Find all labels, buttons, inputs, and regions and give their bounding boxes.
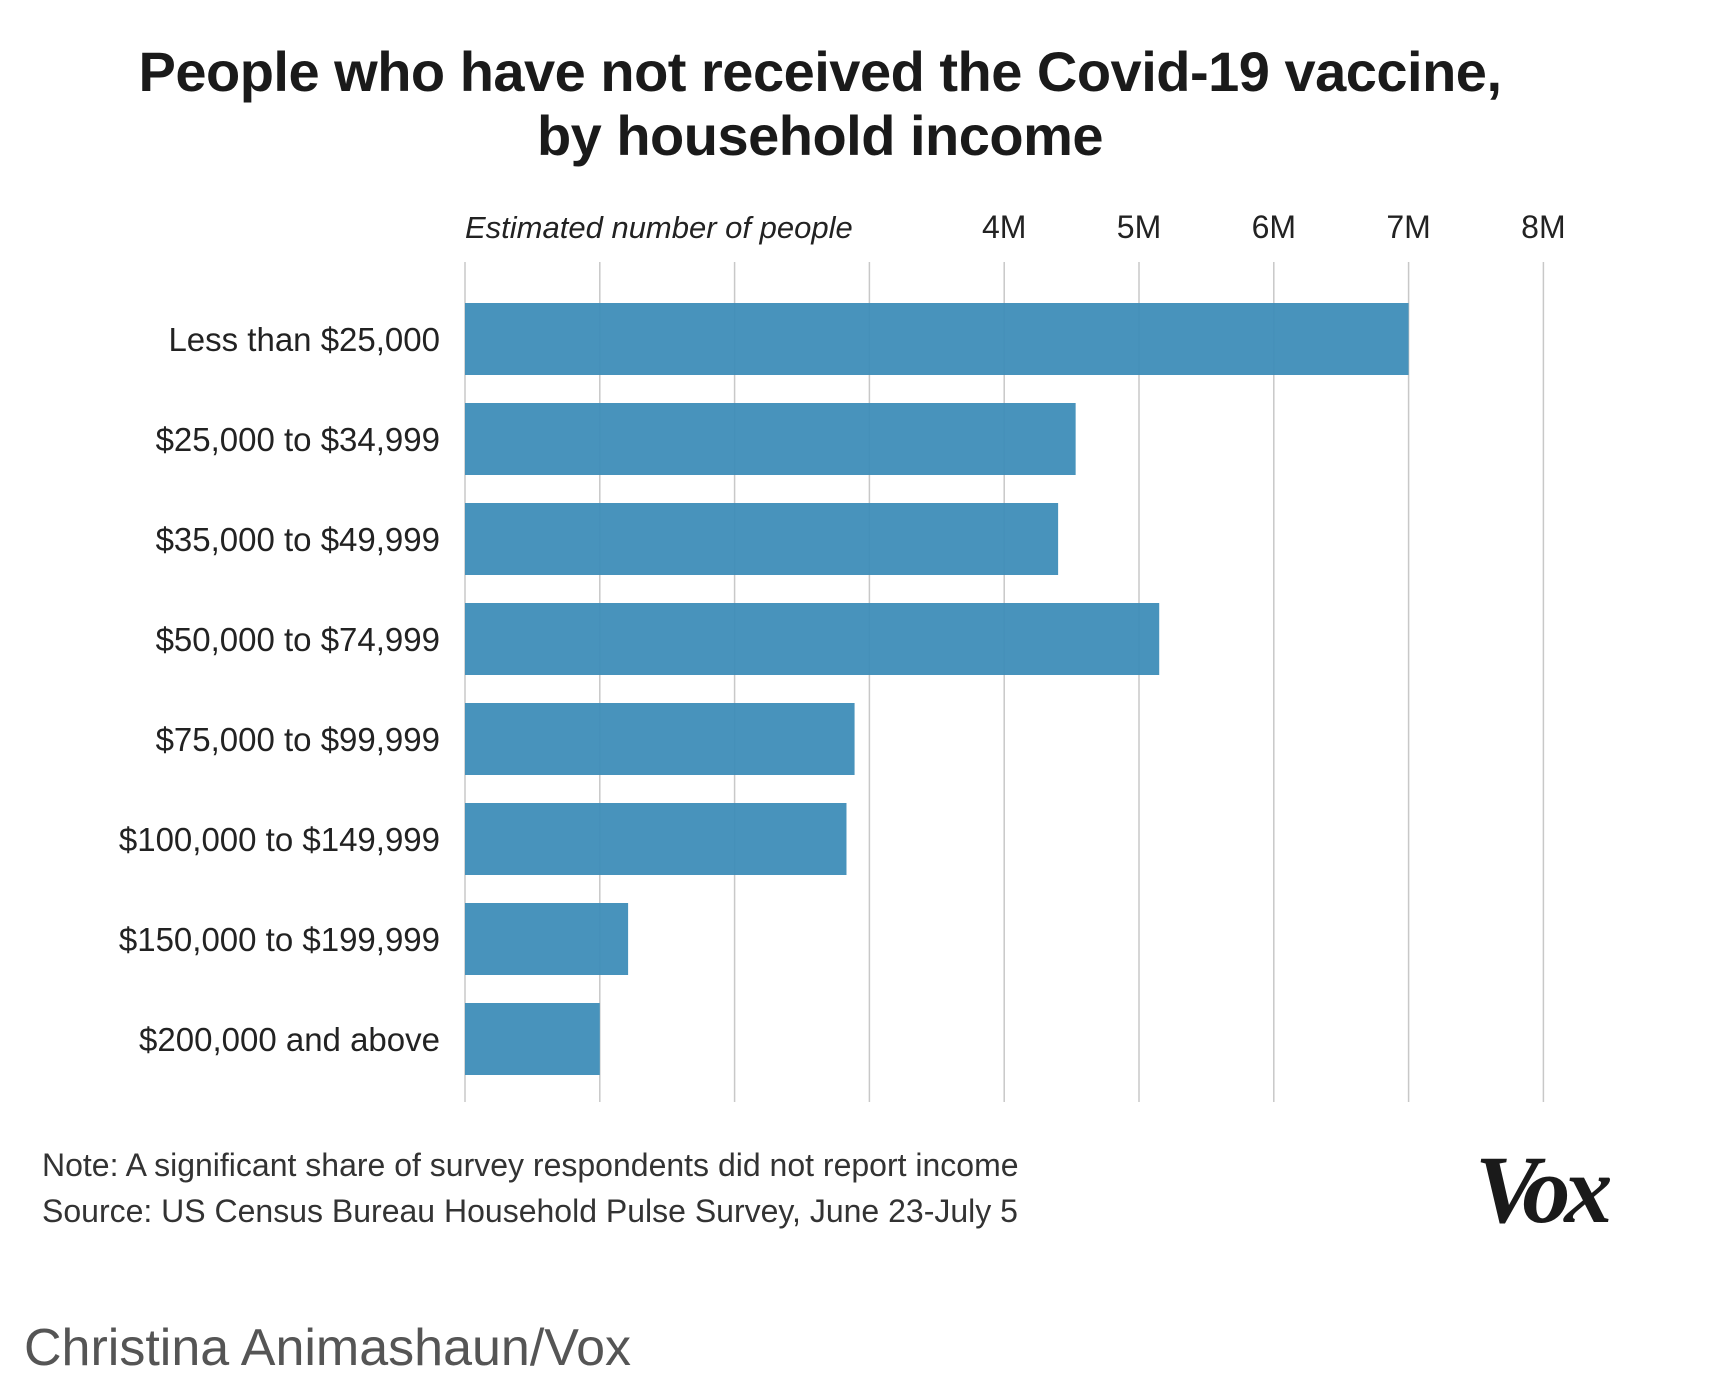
bar (465, 403, 1076, 475)
footnotes: Note: A significant share of survey resp… (42, 1142, 1019, 1234)
category-labels: Less than $25,000 $25,000 to $34,999 $35,0… (119, 321, 440, 1058)
x-tick-label: 6M (1252, 209, 1296, 245)
bar (465, 903, 629, 975)
source-text: Source: US Census Bureau Household Pulse… (42, 1193, 1018, 1229)
bar (465, 503, 1059, 575)
bar-chart: Less than $25,000 $25,000 to $34,999 $35,0… (119, 209, 1566, 1102)
gridlines (464, 262, 1545, 1102)
x-axis-ticks: Estimated number of people 4M 5M 6M 7M 8M (465, 209, 1566, 245)
x-tick-label: 7M (1386, 209, 1430, 245)
bar (465, 803, 847, 875)
bar (465, 703, 855, 775)
category-label: $35,000 to $49,999 (156, 521, 440, 558)
x-tick-label: 8M (1521, 209, 1565, 245)
x-axis-label: Estimated number of people (465, 210, 853, 245)
category-label: $150,000 to $199,999 (119, 921, 440, 958)
category-label: $25,000 to $34,999 (156, 421, 440, 458)
x-tick-label: 4M (982, 209, 1026, 245)
bars (465, 303, 1409, 1075)
bar (465, 1003, 600, 1075)
chart-title: People who have not received the Covid-1… (0, 40, 1640, 168)
category-label: $100,000 to $149,999 (119, 821, 440, 858)
category-label: $75,000 to $99,999 (156, 721, 440, 758)
chart-title-line-1: People who have not received the Covid-1… (138, 40, 1502, 103)
chart-title-line-2: by household income (536, 104, 1104, 167)
bar (465, 603, 1160, 675)
x-tick-label: 5M (1117, 209, 1161, 245)
vox-logo: Vox (1475, 1136, 1612, 1243)
note-text: Note: A significant share of survey resp… (42, 1147, 1019, 1183)
category-label: Less than $25,000 (168, 321, 440, 358)
category-label: $50,000 to $74,999 (156, 621, 440, 658)
category-label: $200,000 and above (139, 1021, 440, 1058)
bar (465, 303, 1409, 375)
photo-credit: Christina Animashaun/Vox (24, 1319, 632, 1377)
